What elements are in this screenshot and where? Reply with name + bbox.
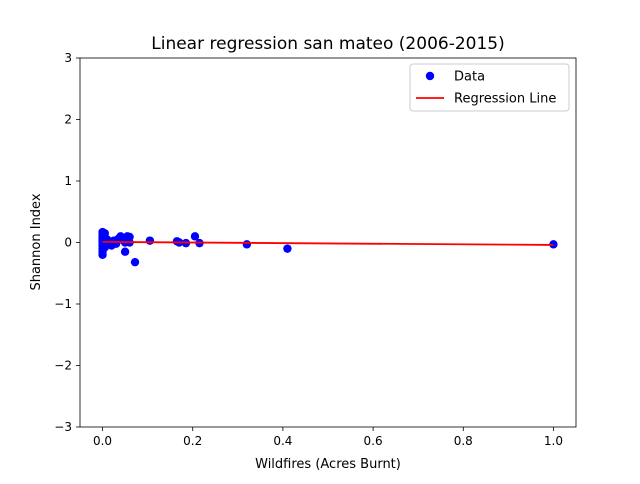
- y-tick-label: 0: [64, 236, 72, 250]
- y-tick-label: −3: [54, 420, 72, 434]
- legend-box: [409, 63, 570, 112]
- data-point: [120, 247, 130, 256]
- x-tick-label: 0.6: [364, 434, 383, 448]
- data-point: [130, 257, 140, 267]
- legend-label: Regression Line: [454, 92, 556, 107]
- y-tick-label: −2: [54, 359, 72, 373]
- x-tick-label: 0.8: [454, 434, 473, 448]
- y-axis-label: Shannon Index: [29, 193, 44, 290]
- regression-line: [102, 240, 554, 246]
- data-point: [242, 240, 252, 249]
- data-point: [190, 232, 200, 241]
- legend: Data Regression Line: [409, 63, 570, 112]
- y-tick-label: 3: [64, 51, 72, 65]
- y-tick-label: 2: [64, 113, 72, 127]
- axes-frame: [79, 57, 577, 428]
- chart-title: Linear regression san mateo (2006-2015): [151, 34, 504, 54]
- data-point: [283, 244, 292, 253]
- data-point: [98, 250, 107, 259]
- x-axis-label: Wildfires (Acres Burnt): [255, 457, 401, 472]
- data-point: [145, 236, 155, 245]
- x-tick-label: 0.4: [273, 434, 292, 448]
- legend-label: Data: [454, 70, 485, 85]
- plot-area: 0.0 0.2 0.4 0.6 0.8 1.0 −3 −2 −1 0 1 2 3: [54, 51, 577, 448]
- x-tick-label: 1.0: [544, 434, 563, 448]
- y-tick-label: 1: [64, 174, 72, 188]
- x-tick-label: 0.0: [93, 434, 112, 448]
- y-tick-label: −1: [54, 297, 72, 311]
- x-tick-label: 0.2: [183, 434, 202, 448]
- legend-marker-data: [425, 71, 435, 81]
